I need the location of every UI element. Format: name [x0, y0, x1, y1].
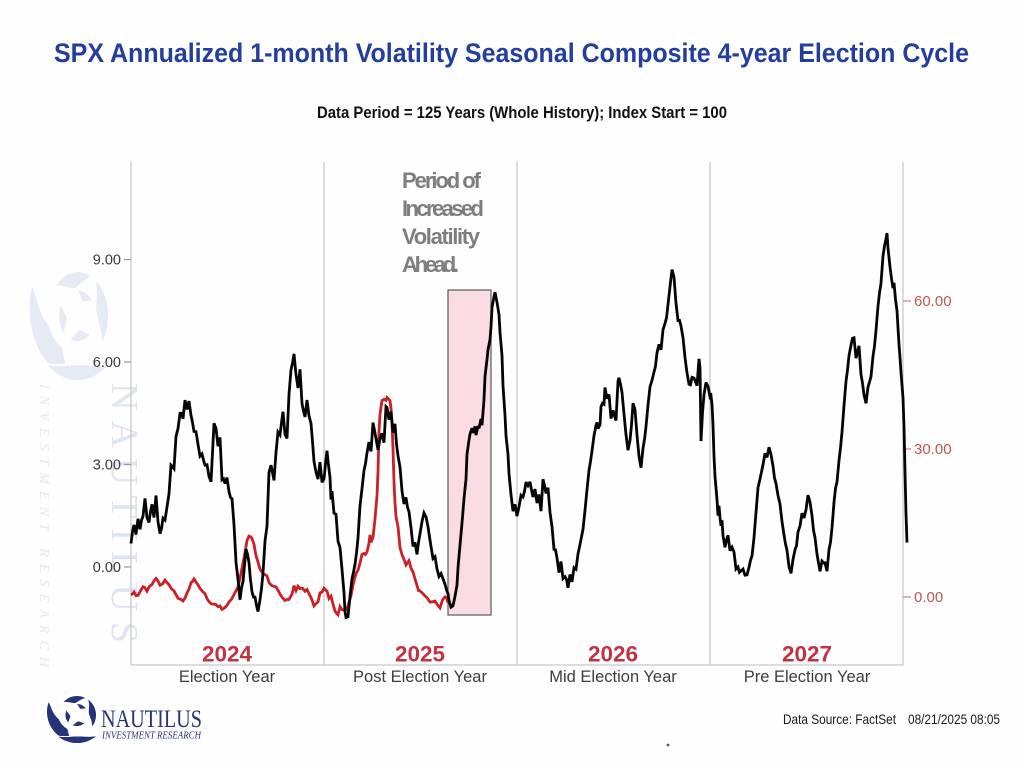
- svg-text:Data Period = 125 Years (Whole: Data Period = 125 Years (Whole History);…: [317, 103, 727, 122]
- svg-text:0.00: 0.00: [93, 560, 121, 576]
- svg-text:Period of: Period of: [402, 168, 482, 193]
- svg-text:Data Source: FactSet: Data Source: FactSet: [783, 711, 896, 727]
- svg-text:08/21/2025 08:05: 08/21/2025 08:05: [908, 711, 1000, 727]
- svg-text:30.00: 30.00: [914, 441, 952, 458]
- svg-text:SPX Annualized 1-month Volatil: SPX Annualized 1-month Volatility Season…: [54, 38, 969, 68]
- svg-text:Pre Election Year: Pre Election Year: [744, 668, 871, 686]
- svg-text:Election Year: Election Year: [179, 668, 276, 686]
- svg-text:NAUTILUS: NAUTILUS: [101, 706, 202, 733]
- svg-text:Ahead.: Ahead.: [402, 252, 459, 277]
- svg-text:Mid Election Year: Mid Election Year: [549, 668, 677, 686]
- svg-text:NAUTILUS: NAUTILUS: [103, 383, 145, 643]
- svg-text:2024: 2024: [202, 642, 253, 667]
- svg-text:Volatility: Volatility: [402, 224, 481, 249]
- svg-text:3.00: 3.00: [93, 458, 121, 474]
- svg-text:Increased: Increased: [402, 196, 484, 221]
- svg-text:2026: 2026: [588, 642, 638, 667]
- svg-text:9.00: 9.00: [93, 253, 121, 269]
- svg-text:Post Election Year: Post Election Year: [353, 668, 487, 686]
- svg-text:2025: 2025: [395, 642, 445, 667]
- svg-text:INVESTMENT RESEARCH: INVESTMENT RESEARCH: [101, 731, 202, 742]
- svg-text:6.00: 6.00: [93, 355, 121, 371]
- svg-text:INVESTMENT RESEARCH: INVESTMENT RESEARCH: [36, 383, 51, 668]
- svg-text:2027: 2027: [782, 642, 832, 667]
- svg-text:60.00: 60.00: [914, 293, 952, 310]
- svg-text:0.00: 0.00: [914, 589, 943, 606]
